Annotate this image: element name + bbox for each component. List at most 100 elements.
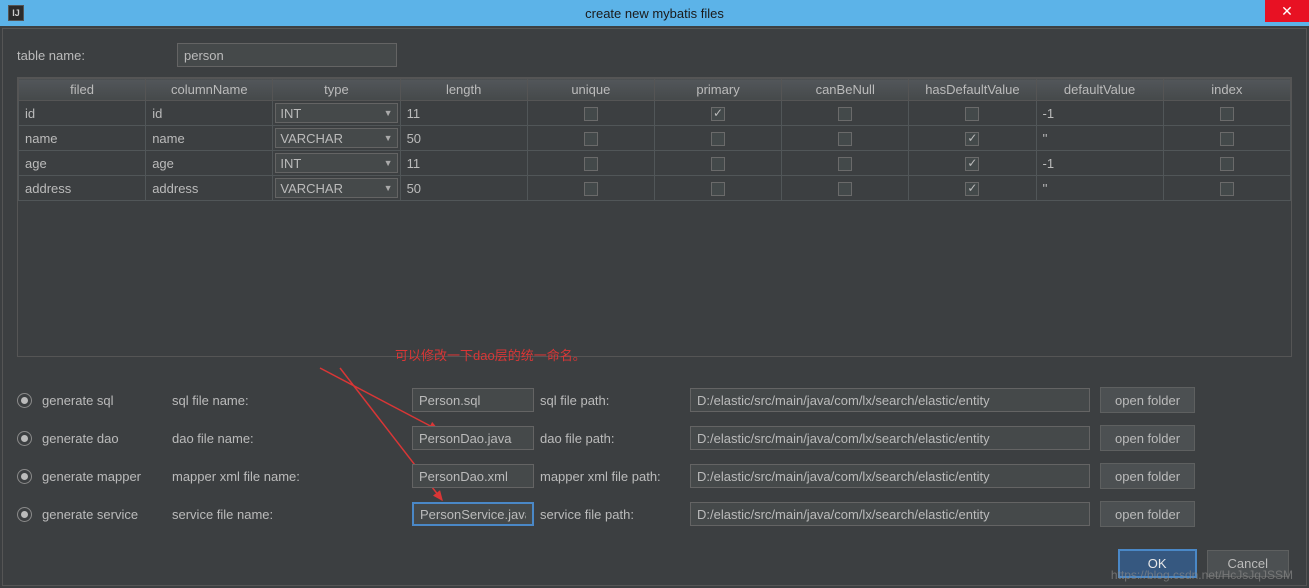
table-cell[interactable]: [527, 176, 654, 201]
type-dropdown[interactable]: INT▼: [275, 153, 397, 173]
checkbox[interactable]: [584, 182, 598, 196]
table-cell[interactable]: id: [19, 101, 146, 126]
radio-service[interactable]: [17, 507, 32, 522]
table-cell[interactable]: address: [146, 176, 273, 201]
checkbox[interactable]: [584, 107, 598, 121]
table-cell[interactable]: VARCHAR▼: [273, 126, 400, 151]
chevron-down-icon: ▼: [384, 158, 393, 168]
table-cell[interactable]: [782, 101, 909, 126]
checkbox[interactable]: [965, 157, 979, 171]
file-name-input-mapper[interactable]: [412, 464, 534, 488]
checkbox[interactable]: [1220, 132, 1234, 146]
table-row: addressaddressVARCHAR▼50'': [19, 176, 1291, 201]
table-cell[interactable]: age: [19, 151, 146, 176]
table-cell[interactable]: [1163, 151, 1290, 176]
checkbox[interactable]: [965, 132, 979, 146]
checkbox[interactable]: [1220, 182, 1234, 196]
table-name-label: table name:: [17, 48, 177, 63]
open-folder-button[interactable]: open folder: [1100, 387, 1195, 413]
table-cell[interactable]: -1: [1036, 101, 1163, 126]
table-cell[interactable]: address: [19, 176, 146, 201]
generate-row-mapper: generate mappermapper xml file name:mapp…: [17, 463, 1292, 489]
generate-row-service: generate serviceservice file name:servic…: [17, 501, 1292, 527]
table-cell[interactable]: INT▼: [273, 101, 400, 126]
file-name-input-service[interactable]: [412, 502, 534, 526]
file-name-input-sql[interactable]: [412, 388, 534, 412]
table-cell[interactable]: '': [1036, 176, 1163, 201]
table-cell[interactable]: [1163, 101, 1290, 126]
table-cell[interactable]: 50: [400, 126, 527, 151]
table-cell[interactable]: INT▼: [273, 151, 400, 176]
table-cell[interactable]: [527, 151, 654, 176]
open-folder-button[interactable]: open folder: [1100, 501, 1195, 527]
table-cell[interactable]: 50: [400, 176, 527, 201]
checkbox[interactable]: [711, 107, 725, 121]
table-cell[interactable]: age: [146, 151, 273, 176]
gen-label: generate service: [42, 507, 172, 522]
file-name-input-dao[interactable]: [412, 426, 534, 450]
file-path-input-sql[interactable]: [690, 388, 1090, 412]
checkbox[interactable]: [838, 107, 852, 121]
window-title: create new mybatis files: [585, 6, 724, 21]
dialog-content: table name: filedcolumnNametypelengthuni…: [2, 28, 1307, 586]
checkbox[interactable]: [711, 132, 725, 146]
table-cell[interactable]: [654, 151, 781, 176]
checkbox[interactable]: [965, 182, 979, 196]
table-cell[interactable]: [654, 126, 781, 151]
column-header: canBeNull: [782, 79, 909, 101]
radio-dao[interactable]: [17, 431, 32, 446]
table-cell[interactable]: [909, 151, 1036, 176]
checkbox[interactable]: [711, 157, 725, 171]
checkbox[interactable]: [838, 157, 852, 171]
table-cell[interactable]: [1163, 126, 1290, 151]
table-cell[interactable]: 11: [400, 151, 527, 176]
open-folder-button[interactable]: open folder: [1100, 425, 1195, 451]
gen-label: generate dao: [42, 431, 172, 446]
table-cell[interactable]: [654, 101, 781, 126]
app-icon: IJ: [8, 5, 24, 21]
table-cell[interactable]: name: [146, 126, 273, 151]
watermark-text: https://blog.csdn.net/HcJsJqJSSM: [1111, 568, 1293, 582]
table-cell[interactable]: [782, 176, 909, 201]
table-cell[interactable]: name: [19, 126, 146, 151]
table-cell[interactable]: 11: [400, 101, 527, 126]
table-cell[interactable]: [1163, 176, 1290, 201]
checkbox[interactable]: [584, 157, 598, 171]
table-cell[interactable]: '': [1036, 126, 1163, 151]
file-path-input-mapper[interactable]: [690, 464, 1090, 488]
type-dropdown[interactable]: VARCHAR▼: [275, 128, 397, 148]
file-path-label: dao file path:: [540, 431, 690, 446]
column-header: defaultValue: [1036, 79, 1163, 101]
checkbox[interactable]: [711, 182, 725, 196]
checkbox[interactable]: [584, 132, 598, 146]
file-path-input-dao[interactable]: [690, 426, 1090, 450]
table-cell[interactable]: id: [146, 101, 273, 126]
radio-mapper[interactable]: [17, 469, 32, 484]
file-path-input-service[interactable]: [690, 502, 1090, 526]
checkbox[interactable]: [965, 107, 979, 121]
table-cell[interactable]: [909, 176, 1036, 201]
checkbox[interactable]: [838, 132, 852, 146]
open-folder-button[interactable]: open folder: [1100, 463, 1195, 489]
close-icon[interactable]: ✕: [1265, 0, 1309, 22]
chevron-down-icon: ▼: [384, 133, 393, 143]
table-cell[interactable]: [909, 126, 1036, 151]
table-cell[interactable]: [782, 126, 909, 151]
type-dropdown[interactable]: VARCHAR▼: [275, 178, 397, 198]
checkbox[interactable]: [1220, 107, 1234, 121]
checkbox[interactable]: [1220, 157, 1234, 171]
table-name-input[interactable]: [177, 43, 397, 67]
annotation-text: 可以修改一下dao层的统一命名。: [395, 345, 586, 364]
table-cell[interactable]: [527, 126, 654, 151]
table-cell[interactable]: [527, 101, 654, 126]
table-cell[interactable]: -1: [1036, 151, 1163, 176]
file-path-label: mapper xml file path:: [540, 469, 690, 484]
type-dropdown[interactable]: INT▼: [275, 103, 397, 123]
table-cell[interactable]: [654, 176, 781, 201]
radio-sql[interactable]: [17, 393, 32, 408]
checkbox[interactable]: [838, 182, 852, 196]
table-cell[interactable]: VARCHAR▼: [273, 176, 400, 201]
chevron-down-icon: ▼: [384, 108, 393, 118]
table-cell[interactable]: [782, 151, 909, 176]
table-cell[interactable]: [909, 101, 1036, 126]
